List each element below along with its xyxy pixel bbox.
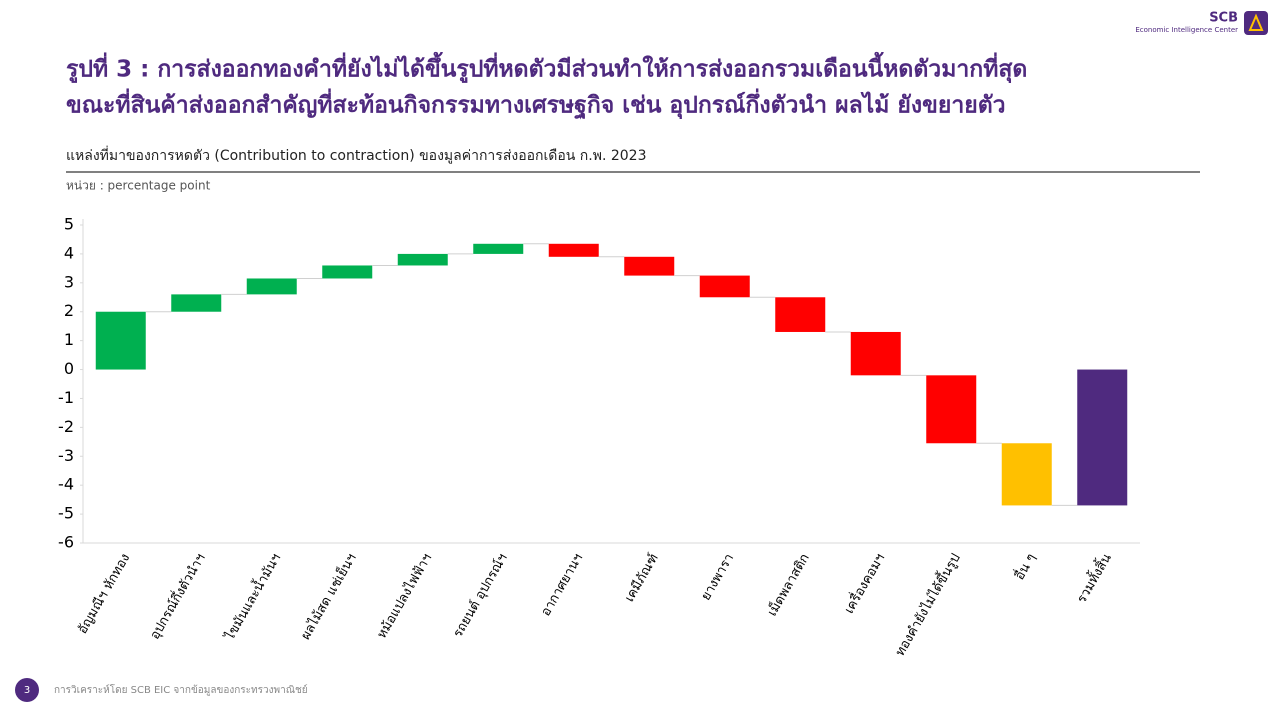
x-tick-label: รถยนต์ อุปกรณ์ฯ [450,551,511,641]
y-tick-label: 0 [64,359,74,378]
x-tick-label: ไขมันและน้ำมันฯ [220,550,285,644]
bar [624,256,675,276]
y-tick-label: 2 [64,301,74,320]
y-tick-label: -5 [58,504,74,523]
bar [1001,443,1052,506]
y-tick-label: -3 [58,446,74,465]
y-tick-label: 4 [64,243,74,262]
plot: -6 -5 -4 -3 -2 -1 0 1 2 3 4 5 อัญมณีฯ หักทอง อุปกรณ์ก… [58,215,1140,659]
y-tick-label: 5 [64,215,74,234]
page-number: 3 [24,685,30,696]
unit-label: หน่วย : percentage point [66,179,211,193]
bar [95,311,146,370]
y-tick-label: 1 [64,330,74,349]
source: การวิเคราะห์โดย SCB EIC จากข้อมูลของกระท… [54,683,308,696]
y-tick-label: -6 [58,533,74,552]
bar [775,297,826,332]
page-badge [15,678,39,702]
bar [473,243,524,254]
x-tick-label: รวมทั้งสิ้น [1072,550,1115,606]
y-tick-label: 3 [64,272,74,291]
logo-shape [1248,13,1264,31]
logo-name: SCB [1209,11,1238,26]
bar [246,278,297,295]
x-tick-label: อุปกรณ์กึ่งตัวนำฯ [146,550,209,642]
x-tick-label: อัญมณีฯ หักทอง [74,551,133,637]
chart-title: แหล่งที่มาของการหดตัว (Contribution to c… [66,146,646,164]
y-tick-label: -2 [58,417,74,436]
title-line: ขณะที่สินค้าส่งออกสำคัญที่สะท้อนกิจกรรมท… [66,88,1006,120]
bar [548,243,599,257]
x-tick-label: เม็ดพลาสติก [762,550,812,619]
total-bar [1077,369,1128,506]
y-tick-label: -1 [58,388,74,407]
logo-subtitle: Economic Intelligence Center [1135,26,1238,34]
bar [850,331,901,376]
bar [171,294,222,312]
x-tick-label: หม้อแปลงไฟฟ้าฯ [374,551,436,642]
y-tick-label: -4 [58,475,74,494]
x-tick-label: เคมีภัณฑ์ [621,551,661,605]
bar [699,275,750,298]
bar [397,253,448,266]
x-tick-label: ยางพารา [699,551,738,603]
title-line: รูปที่ 3 : การส่งออกทองคำที่ยังไม่ได้ขึ้… [66,52,1027,84]
x-tick-label: ทองคำยังไม่ได้ขึ้นรูป [890,550,963,659]
x-tick-label: เครื่องคอมฯ [840,550,888,616]
x-tick-label: อากาศยานฯ [538,551,586,619]
bar [322,265,373,279]
bar [926,375,977,444]
x-tick-label: ผลไม้สด แช่เย็นฯ [296,550,360,643]
x-tick-label: อื่น ๆ [1011,550,1040,583]
